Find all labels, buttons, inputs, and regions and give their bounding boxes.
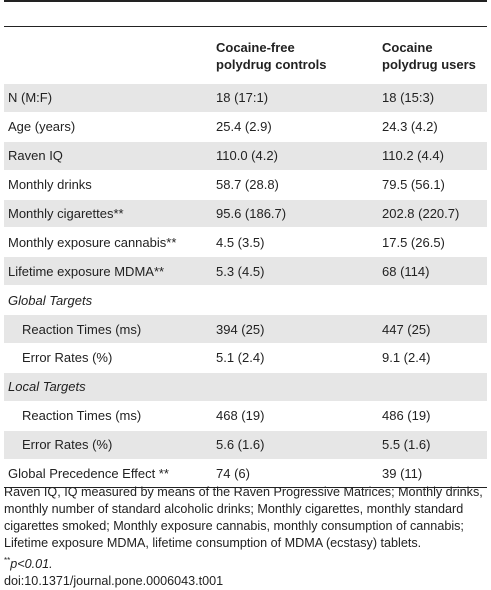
value-cell: 447 (25) <box>382 321 431 337</box>
table: Cocaine-free polydrug controls Cocaine poly… <box>4 27 487 489</box>
label-cell: N (M:F) <box>8 90 53 106</box>
header-line: polydrug users <box>382 56 476 72</box>
header-line: polydrug controls <box>216 56 327 72</box>
table-row: Lifetime exposure MDMA** 5.3 (4.5) 68 (114… <box>4 256 487 286</box>
value-cell: 5.6 (1.6) <box>216 437 265 453</box>
footnote: Raven IQ, IQ measured by means of the Ra… <box>4 484 484 590</box>
label-cell: Monthly drinks <box>8 177 92 193</box>
value-cell: 5.1 (2.4) <box>216 350 265 366</box>
header-line: Cocaine <box>382 39 433 55</box>
value-cell: 394 (25) <box>216 321 265 337</box>
section-row: Global Targets <box>4 285 487 314</box>
significance-text: p<0.01. <box>10 557 53 572</box>
doi: doi:10.1371/journal.pone.0006043.t001 <box>4 574 224 589</box>
value-cell: 110.2 (4.4) <box>382 148 444 164</box>
table-row: Monthly cigarettes** 95.6 (186.7) 202.8 (2… <box>4 198 487 228</box>
value-cell: 18 (17:1) <box>216 90 269 106</box>
table-row: Age (years) 25.4 (2.9) 24.3 (4.2) <box>4 111 487 141</box>
label-cell: Error Rates (%) <box>22 350 113 366</box>
label-cell: Global Precedence Effect ** <box>8 466 169 482</box>
value-cell: 4.5 (3.5) <box>216 234 265 250</box>
value-cell: 74 (6) <box>216 466 250 482</box>
value-cell: 486 (19) <box>382 408 431 424</box>
value-cell: 468 (19) <box>216 408 265 424</box>
label-cell: Lifetime exposure MDMA** <box>8 263 165 279</box>
table-row: Reaction Times (ms) 468 (19) 486 (19) <box>4 400 487 430</box>
table-row: Monthly drinks 58.7 (28.8) 79.5 (56.1) <box>4 169 487 199</box>
top-rule <box>4 0 487 27</box>
label-cell: Raven IQ <box>8 148 63 164</box>
value-cell: 5.5 (1.6) <box>382 437 431 453</box>
label-cell: Reaction Times (ms) <box>22 321 142 337</box>
section-title: Global Targets <box>8 292 93 308</box>
label-cell: Age (years) <box>8 119 76 135</box>
header-line: Cocaine-free <box>216 39 295 55</box>
value-cell: 110.0 (4.2) <box>216 148 278 164</box>
value-cell: 5.3 (4.5) <box>216 263 265 279</box>
footnote-text: Raven IQ, IQ measured by means of the Ra… <box>4 485 483 550</box>
header-row: Cocaine-free polydrug controls Cocaine poly… <box>4 27 487 83</box>
table-row: Error Rates (%) 5.1 (2.4) 9.1 (2.4) <box>4 343 487 372</box>
header-cell: Cocaine-free polydrug controls <box>216 39 382 73</box>
header-cell: Cocaine polydrug users <box>382 39 487 73</box>
section-title: Local Targets <box>8 379 86 395</box>
label-cell: Reaction Times (ms) <box>22 408 142 424</box>
table-row: Reaction Times (ms) 394 (25) 447 (25) <box>4 314 487 344</box>
significance-marker: ** <box>4 556 11 565</box>
label-cell: Error Rates (%) <box>22 437 113 453</box>
value-cell: 24.3 (4.2) <box>382 119 438 135</box>
value-cell: 9.1 (2.4) <box>382 350 431 366</box>
table-row: Monthly exposure cannabis** 4.5 (3.5) 17.5… <box>4 227 487 256</box>
value-cell: 25.4 (2.9) <box>216 119 272 135</box>
table-row: Global Precedence Effect ** 74 (6) 39 (11) <box>4 458 487 488</box>
table-row: Raven IQ 110.0 (4.2) 110.2 (4.4) <box>4 140 487 170</box>
label-cell: Monthly cigarettes** <box>8 206 124 221</box>
value-cell: 39 (11) <box>382 466 423 482</box>
label-cell: Monthly exposure cannabis** <box>8 234 177 250</box>
value-cell: 68 (114) <box>382 263 430 279</box>
value-cell: 58.7 (28.8) <box>216 177 279 193</box>
table-row: Error Rates (%) 5.6 (1.6) 5.5 (1.6) <box>4 429 487 459</box>
section-row: Local Targets <box>4 371 487 401</box>
significance-note: **p<0.01. <box>4 552 484 573</box>
table-row: N (M:F) 18 (17:1) 18 (15:3) <box>4 83 487 112</box>
value-cell: 79.5 (56.1) <box>382 177 445 193</box>
value-cell: 95.6 (186.7) <box>216 206 287 221</box>
value-cell: 202.8 (220.7) <box>382 206 460 221</box>
value-cell: 17.5 (26.5) <box>382 234 445 250</box>
value-cell: 18 (15:3) <box>382 90 435 106</box>
